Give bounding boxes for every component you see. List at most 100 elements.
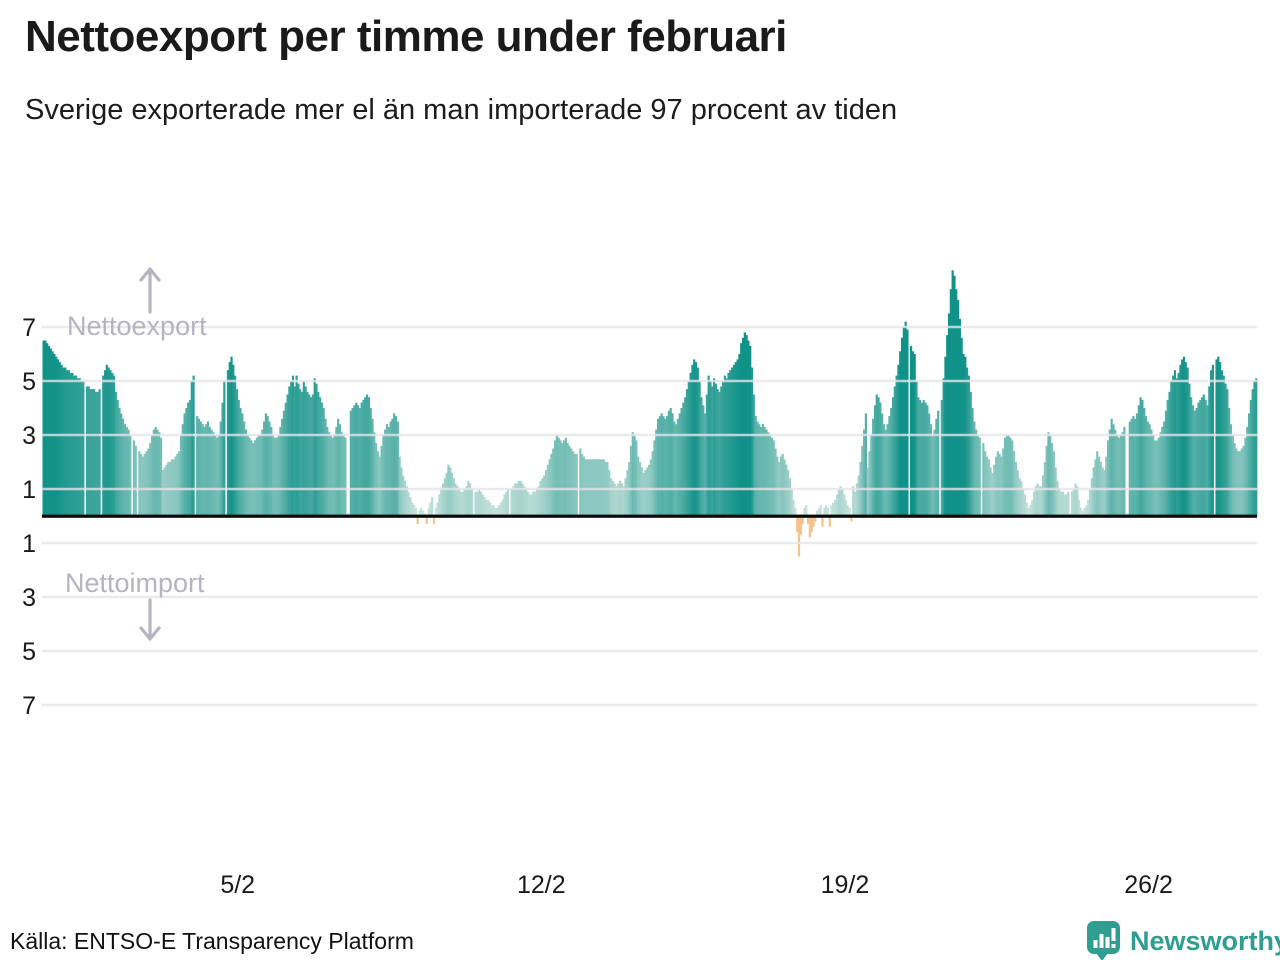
bar-hour-116 — [252, 443, 255, 516]
bar-hour-484 — [917, 397, 920, 516]
bar-hour-410 — [783, 459, 786, 516]
bar-hour-72 — [172, 459, 175, 516]
bar-hour-594 — [1116, 435, 1119, 516]
bar-hour-240 — [476, 491, 479, 516]
bar-hour-295 — [575, 453, 578, 516]
bar-hour-74 — [176, 453, 179, 516]
bar-hour-243 — [481, 494, 484, 516]
bar-hour-53 — [138, 451, 141, 516]
bar-hour-268 — [526, 491, 530, 516]
bar-hour-506 — [956, 300, 960, 516]
bar-hour-561 — [1056, 480, 1059, 516]
bar-hour-511 — [966, 367, 969, 516]
bar-hour-332 — [642, 472, 645, 516]
bar-hour-614 — [1152, 435, 1155, 516]
bar-hour-633 — [1186, 367, 1189, 516]
bar-hour-133 — [282, 410, 286, 516]
bar-hour-342 — [660, 413, 663, 516]
bar-hour-57 — [145, 451, 148, 516]
bar-hour-1 — [44, 340, 47, 516]
bar-hour-631 — [1182, 356, 1186, 516]
bar-hour-83 — [192, 375, 195, 516]
bar-hour-284 — [555, 435, 558, 516]
bar-hour-570 — [1072, 489, 1075, 516]
bar-hour-212 — [425, 516, 428, 525]
bar-hour-356 — [685, 389, 689, 516]
bar-hour-661 — [1237, 451, 1240, 516]
bar-hour-651 — [1219, 362, 1222, 516]
bar-hour-256 — [505, 491, 508, 516]
bar-hour-508 — [960, 337, 963, 516]
bar-hour-577 — [1085, 505, 1088, 516]
bar-hour-497 — [940, 399, 943, 516]
bar-hour-182 — [371, 418, 374, 516]
bar-hour-280 — [548, 459, 551, 516]
bar-hour-38 — [111, 372, 114, 516]
bar-hour-588 — [1105, 456, 1108, 516]
bar-hour-376 — [722, 381, 725, 516]
bar-hour-126 — [270, 426, 273, 516]
bar-hour-543 — [1023, 494, 1027, 516]
bar-hour-470 — [891, 397, 895, 516]
bar-hour-581 — [1092, 467, 1095, 516]
bar-hour-526 — [993, 464, 996, 516]
source-note: Källa: ENTSO-E Transparency Platform — [10, 928, 414, 954]
bar-hour-653 — [1222, 375, 1225, 516]
bar-hour-338 — [653, 440, 656, 516]
bar-hour-125 — [268, 421, 271, 516]
bar-hour-395 — [756, 421, 759, 516]
bar-hour-286 — [559, 440, 562, 516]
bar-hour-359 — [691, 364, 694, 516]
bar-hour-172 — [353, 405, 356, 516]
bar-hour-73 — [174, 456, 177, 516]
bar-hour-471 — [893, 386, 896, 516]
bar-hour-613 — [1150, 429, 1153, 516]
bar-hour-97 — [217, 435, 220, 516]
bar-hour-601 — [1128, 421, 1131, 516]
bar-hour-129 — [275, 437, 278, 516]
bar-hour-41 — [116, 399, 119, 516]
bar-hour-279 — [546, 464, 549, 516]
gridlines-group — [42, 325, 1257, 707]
bar-hour-322 — [624, 478, 627, 516]
bar-hour-476 — [902, 327, 905, 516]
bar-hour-77 — [181, 424, 184, 516]
bar-hour-206 — [414, 507, 417, 516]
bar-hour-510 — [964, 356, 967, 516]
bar-hour-466 — [884, 429, 887, 516]
bar-hour-105 — [232, 364, 235, 516]
bar-hour-446 — [848, 507, 851, 516]
page-subtitle: Sverige exporterade mer el än man import… — [25, 94, 898, 126]
bar-hour-582 — [1094, 459, 1097, 516]
bar-hour-640 — [1199, 399, 1202, 516]
bar-hour-321 — [622, 486, 625, 516]
bar-hour-160 — [331, 437, 334, 516]
bar-hour-15 — [69, 372, 72, 516]
bar-hour-127 — [272, 435, 275, 516]
bar-hour-615 — [1153, 440, 1157, 516]
bar-hour-451 — [857, 475, 860, 516]
bar-hour-315 — [611, 480, 614, 516]
bar-hour-619 — [1161, 426, 1164, 516]
bar-hour-530 — [1000, 456, 1003, 516]
bar-hour-662 — [1238, 451, 1242, 516]
bar-hour-255 — [503, 494, 506, 516]
bar-hour-13 — [65, 370, 69, 516]
y-axis-label-7: 7 — [22, 314, 36, 342]
bar-hour-242 — [479, 491, 483, 516]
bar-hour-432 — [823, 507, 826, 516]
bar-hour-442 — [841, 489, 844, 516]
bar-hour-261 — [514, 483, 517, 516]
bar-hour-303 — [590, 459, 593, 516]
y-axis-label-5: 5 — [22, 368, 36, 396]
bar-hour-89 — [203, 426, 206, 516]
bar-hour-371 — [713, 378, 716, 516]
x-axis-label-26/2: 26/2 — [1124, 871, 1173, 899]
bar-hour-118 — [255, 437, 258, 516]
bar-hour-576 — [1083, 507, 1086, 516]
bar-hour-406 — [776, 456, 779, 516]
bar-hour-259 — [510, 489, 513, 516]
bar-hour-531 — [1002, 448, 1005, 516]
bar-hour-360 — [693, 359, 696, 516]
bar-hour-606 — [1137, 405, 1140, 516]
